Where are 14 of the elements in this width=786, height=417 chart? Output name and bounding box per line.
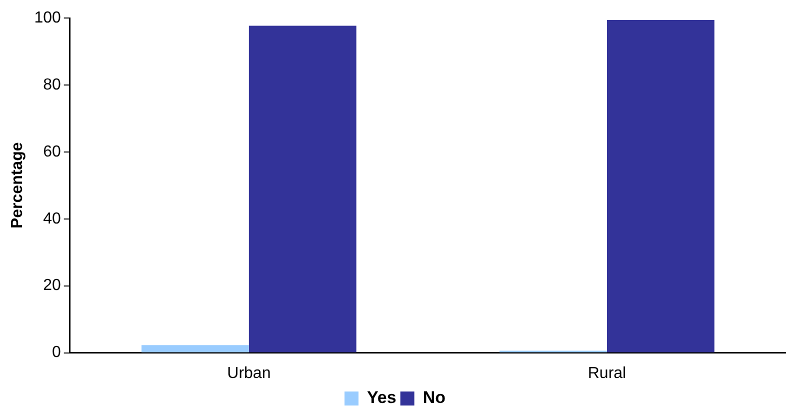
- bar: [248, 26, 356, 352]
- y-tick-label: 60: [43, 143, 61, 160]
- bar: [606, 20, 714, 352]
- legend-label: No: [422, 388, 446, 408]
- y-tick-label: 80: [43, 76, 61, 94]
- x-tick-label: Urban: [227, 364, 271, 382]
- y-tick-label: 20: [43, 277, 61, 294]
- y-tick-label: 0: [52, 344, 61, 362]
- y-tick-label: 40: [43, 210, 61, 228]
- legend-label: Yes: [367, 388, 396, 408]
- x-tick-label: Rural: [588, 364, 626, 382]
- y-tick-label: 100: [34, 9, 61, 26]
- y-axis-title: Percentage: [9, 142, 26, 229]
- bar: [142, 345, 249, 352]
